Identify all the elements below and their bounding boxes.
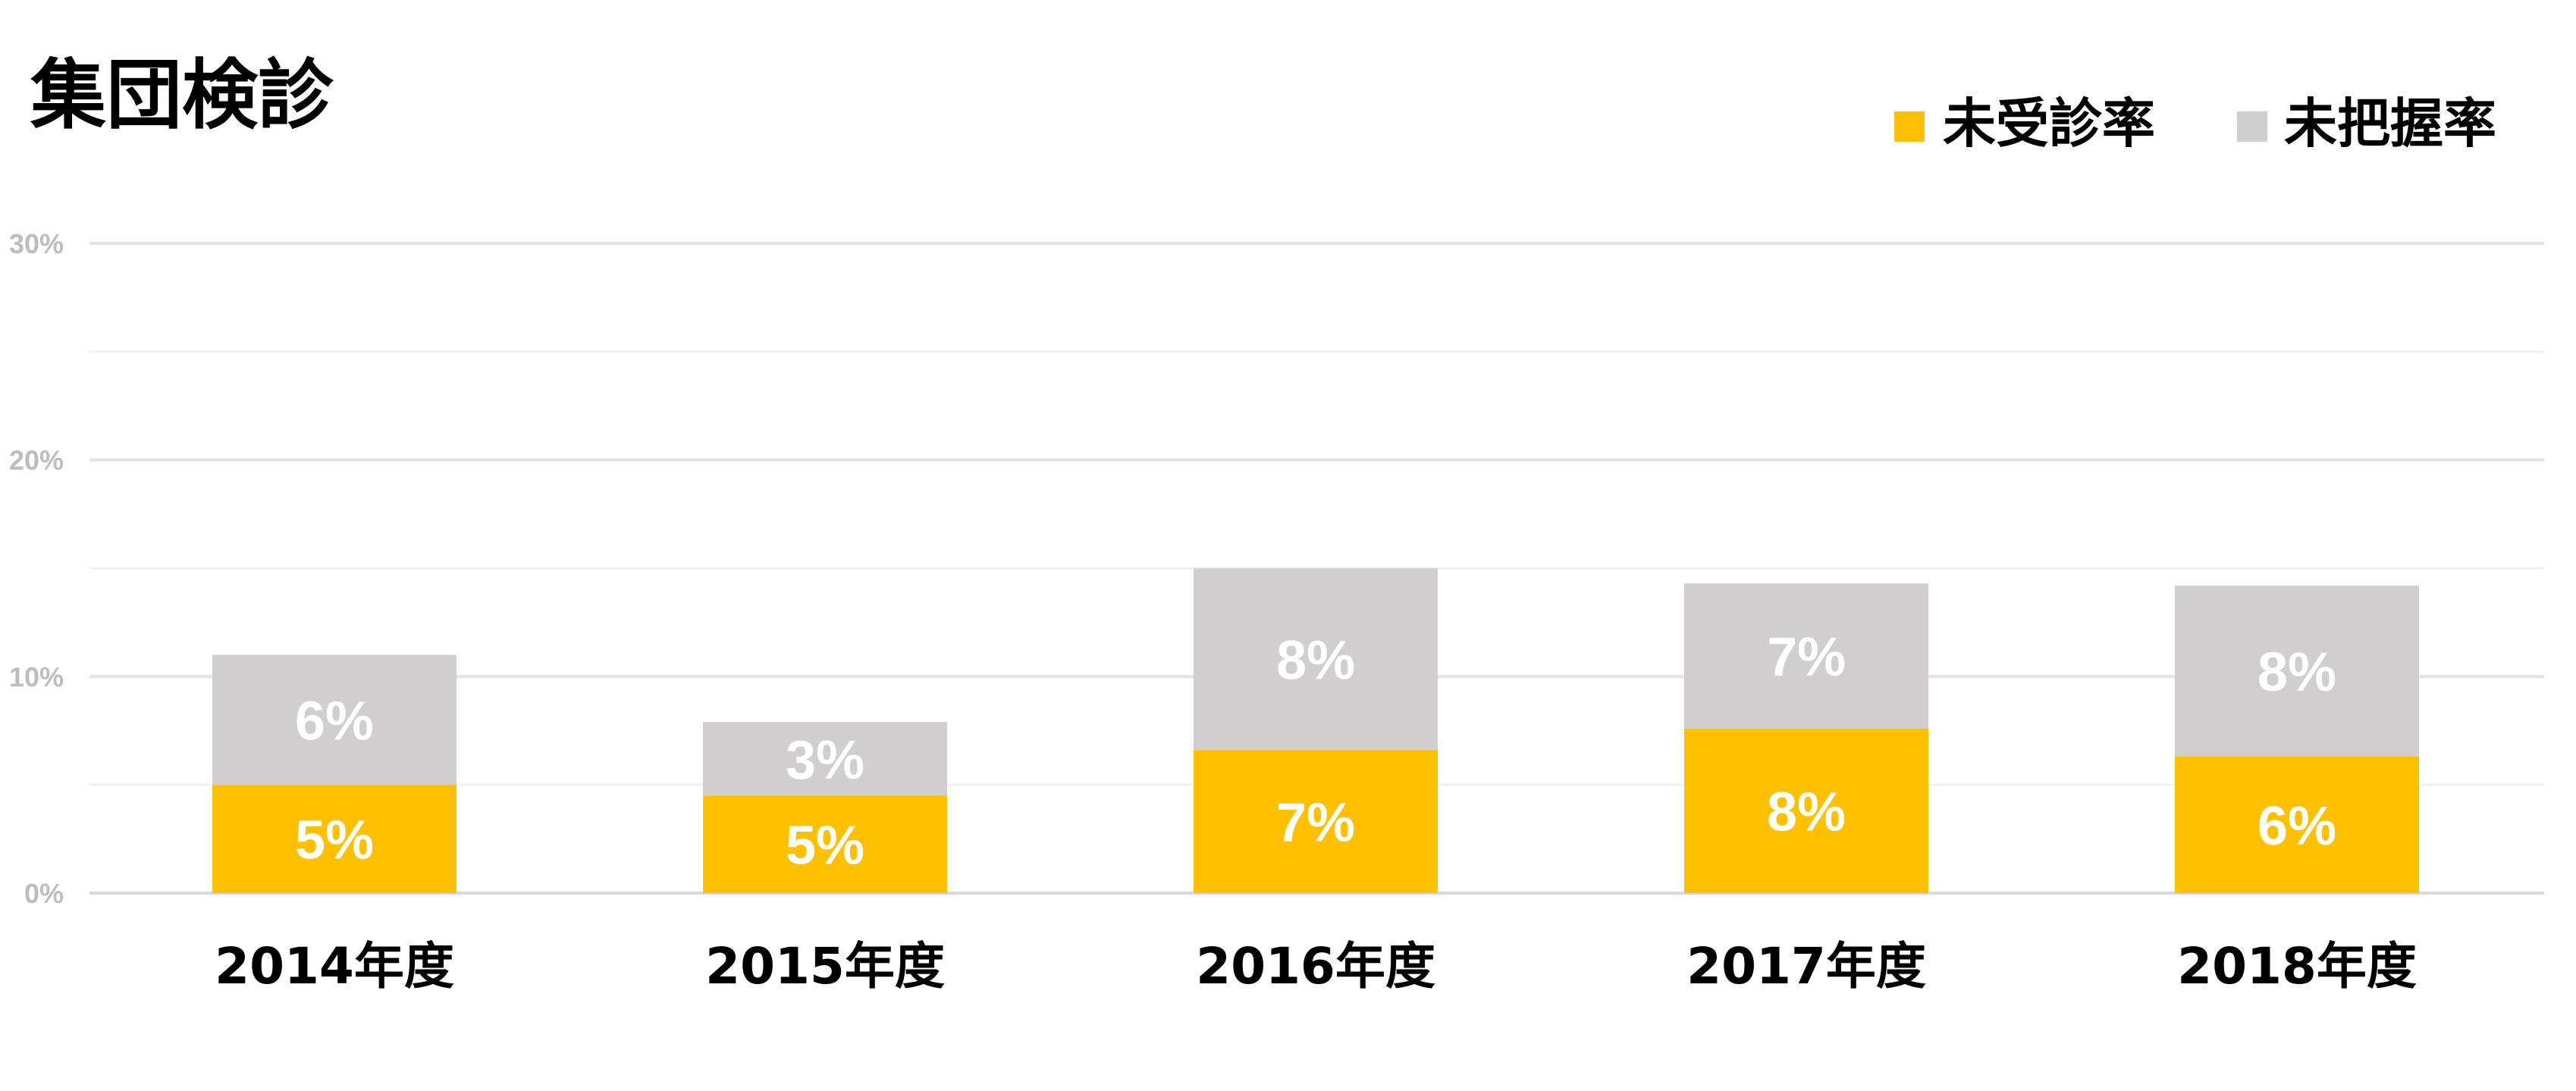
y-tick-label: 30%	[9, 228, 64, 259]
bar-segment-unknown	[1194, 568, 1438, 751]
bar-segment-unexamined	[2175, 757, 2419, 893]
data-label: 6%	[2258, 796, 2336, 857]
x-tick-label: 2017年度	[1686, 937, 1926, 995]
bar-segment-unknown	[1684, 583, 1928, 729]
y-tick-label: 10%	[9, 661, 64, 692]
data-label: 5%	[295, 810, 374, 871]
x-tick-label: 2014年度	[215, 937, 454, 995]
x-axis: 2014年度 2015年度 2016年度 2017年度 2018年度	[215, 937, 2417, 995]
bar-segment-unexamined	[1684, 728, 1928, 893]
y-tick-label: 20%	[9, 445, 64, 476]
data-label: 8%	[1767, 782, 1846, 842]
bar-segment-unknown	[2175, 585, 2419, 757]
bar-segment-unknown	[703, 722, 947, 796]
bar-segment-unexamined	[1194, 750, 1438, 893]
x-tick-label: 2016年度	[1196, 937, 1435, 995]
legend-label: 未受診率	[1943, 92, 2155, 155]
legend-swatch	[1894, 111, 1925, 142]
data-label: 5%	[786, 816, 864, 876]
data-label: 7%	[1767, 627, 1846, 688]
legend-label: 未把握率	[2284, 92, 2496, 155]
y-tick-label: 0%	[24, 878, 64, 909]
chart-title: 集団検診	[30, 51, 334, 140]
bar-segment-unknown	[212, 654, 457, 785]
bar-segment-unexamined	[212, 785, 457, 893]
data-label: 7%	[1276, 793, 1355, 854]
y-axis: 0% 10% 20% 30%	[9, 228, 64, 909]
bars: 5% 6% 5% 3% 7% 8% 8% 7% 6% 8%	[212, 568, 2419, 893]
legend: 未受診率 未把握率	[1894, 92, 2496, 155]
legend-swatch	[2237, 111, 2267, 142]
x-tick-label: 2015年度	[705, 937, 945, 995]
bar-segment-unexamined	[703, 795, 947, 893]
data-label: 8%	[1276, 630, 1355, 691]
data-label: 8%	[2258, 642, 2336, 703]
data-label: 6%	[295, 691, 374, 751]
data-label: 3%	[786, 730, 864, 791]
x-tick-label: 2018年度	[2177, 937, 2417, 995]
